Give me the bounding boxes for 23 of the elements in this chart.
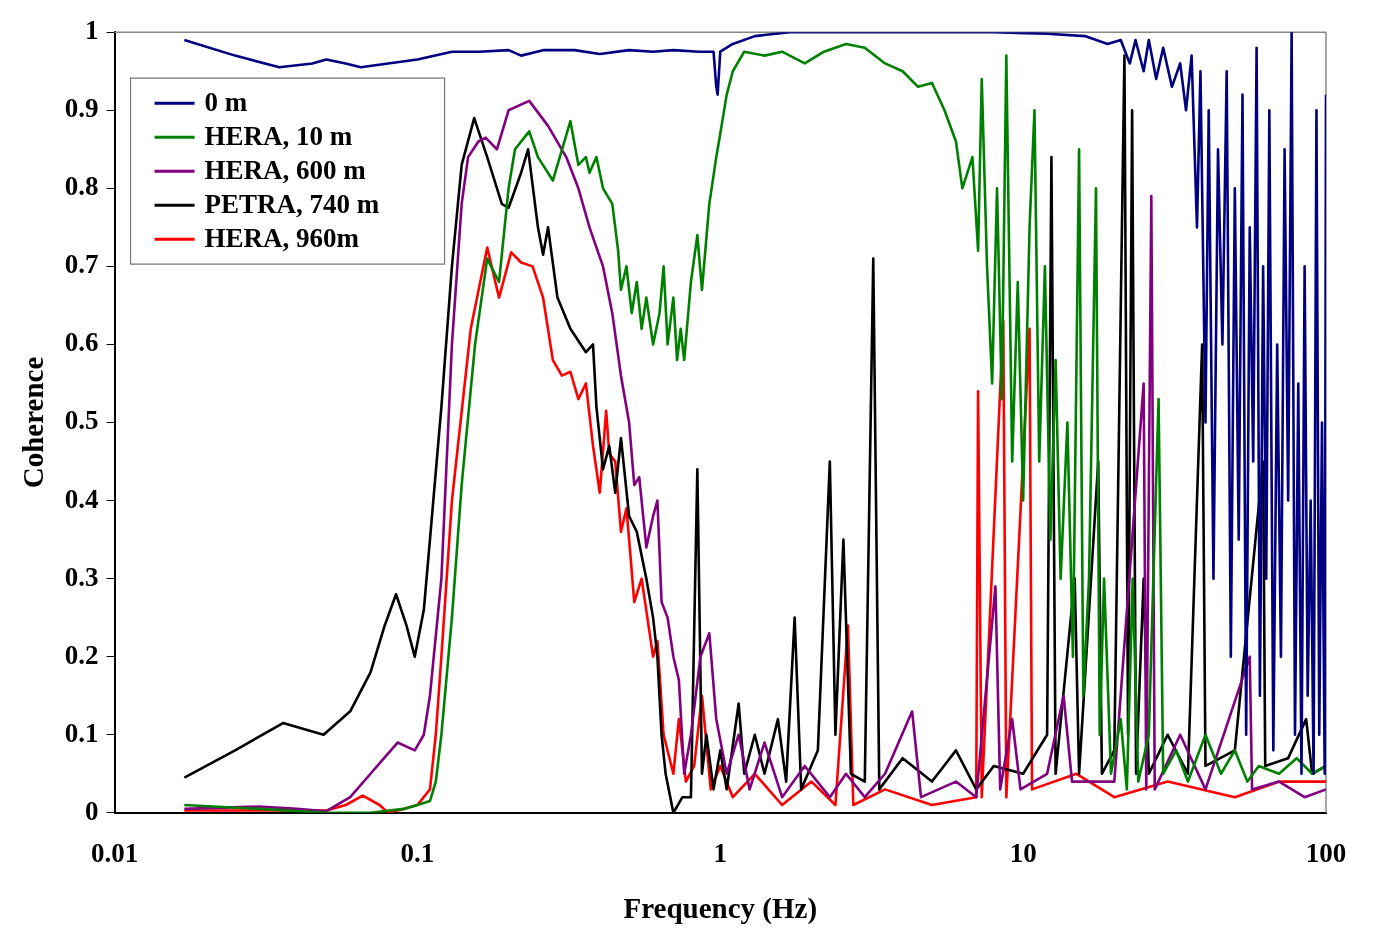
y-tick-label: 0.4 (64, 483, 99, 514)
y-tick-label: 0.7 (64, 249, 99, 280)
x-tick-label: 0.01 (90, 837, 139, 868)
y-tick-label: 0.9 (64, 93, 99, 124)
y-tick-label: 0.6 (64, 327, 99, 358)
x-tick-label: 10 (1009, 837, 1037, 868)
y-tick-label: 0.1 (64, 717, 99, 748)
legend-label: HERA, 600 m (204, 155, 367, 186)
y-tick-label: 0.2 (64, 639, 99, 670)
y-tick-label: 0.5 (64, 405, 99, 436)
x-tick-label: 100 (1305, 837, 1347, 868)
legend-label: PETRA, 740 m (204, 189, 380, 220)
legend-label: HERA, 10 m (204, 121, 353, 152)
y-axis-title: Coherence (16, 356, 49, 489)
legend-label: HERA, 960m (204, 223, 360, 254)
legend-label: 0 m (204, 87, 248, 118)
y-tick-label: 1 (85, 15, 99, 46)
y-tick-label: 0.8 (64, 171, 99, 202)
x-tick-label: 1 (713, 837, 728, 868)
x-axis-title: Frequency (Hz) (623, 892, 818, 926)
y-tick-label: 0.3 (64, 561, 99, 592)
x-tick-label: 0.1 (400, 837, 435, 868)
y-tick-label: 0 (85, 795, 99, 826)
